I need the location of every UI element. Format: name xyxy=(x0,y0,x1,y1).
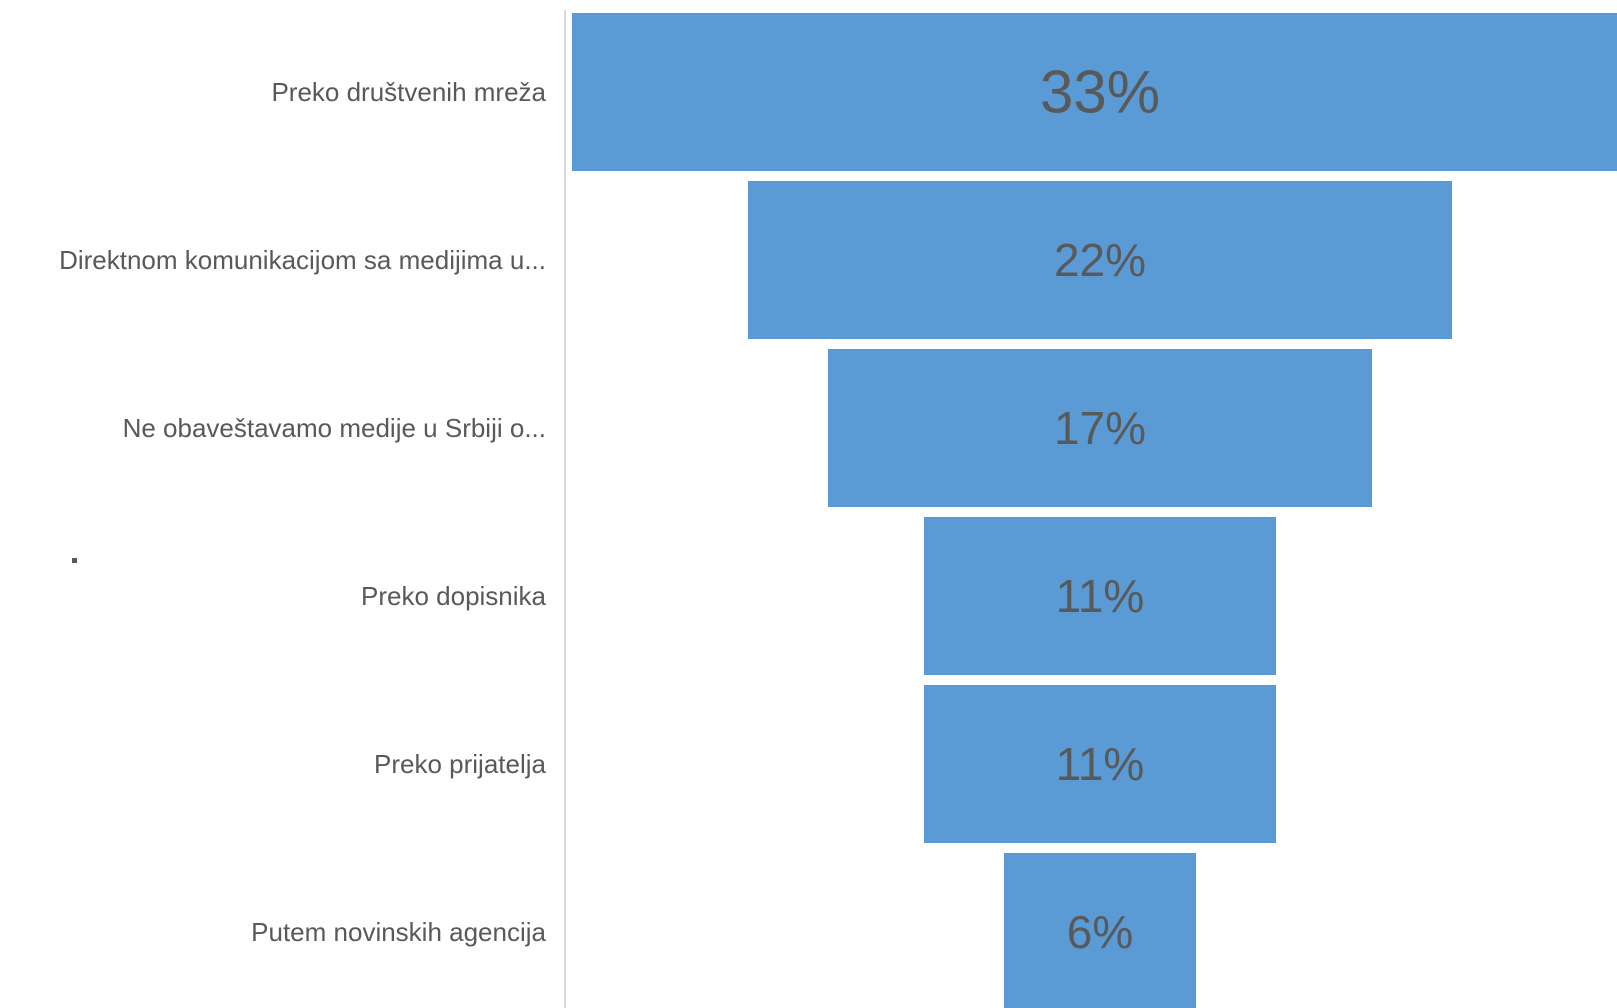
category-label: Direktnom komunikacijom sa medijima u... xyxy=(59,245,546,275)
funnel-bar xyxy=(828,349,1372,507)
category-label: Preko dopisnika xyxy=(361,581,547,611)
data-label: 11% xyxy=(1056,738,1145,790)
data-label: 6% xyxy=(1067,906,1133,958)
category-label: Preko društvenih mreža xyxy=(271,77,546,107)
data-label: 33% xyxy=(1040,59,1160,126)
stray-dot-mark xyxy=(72,558,77,563)
funnel-bar xyxy=(1004,853,1196,1008)
funnel-bar xyxy=(572,13,1617,171)
funnel-bar xyxy=(748,181,1452,339)
data-label: 17% xyxy=(1054,402,1146,454)
category-labels: Preko društvenih mreža Direktnom komunika… xyxy=(59,77,546,947)
category-label: Ne obaveštavamo medije u Srbiji o... xyxy=(123,413,546,443)
category-label: Putem novinskih agencija xyxy=(251,917,546,947)
data-label: 11% xyxy=(1056,570,1145,622)
funnel-bar xyxy=(924,685,1276,843)
funnel-bar xyxy=(924,517,1276,675)
bars-layer: 33% 22% 17% 11% 11% 6% xyxy=(572,13,1617,1008)
data-label: 22% xyxy=(1054,234,1146,286)
category-label: Preko prijatelja xyxy=(374,749,547,779)
